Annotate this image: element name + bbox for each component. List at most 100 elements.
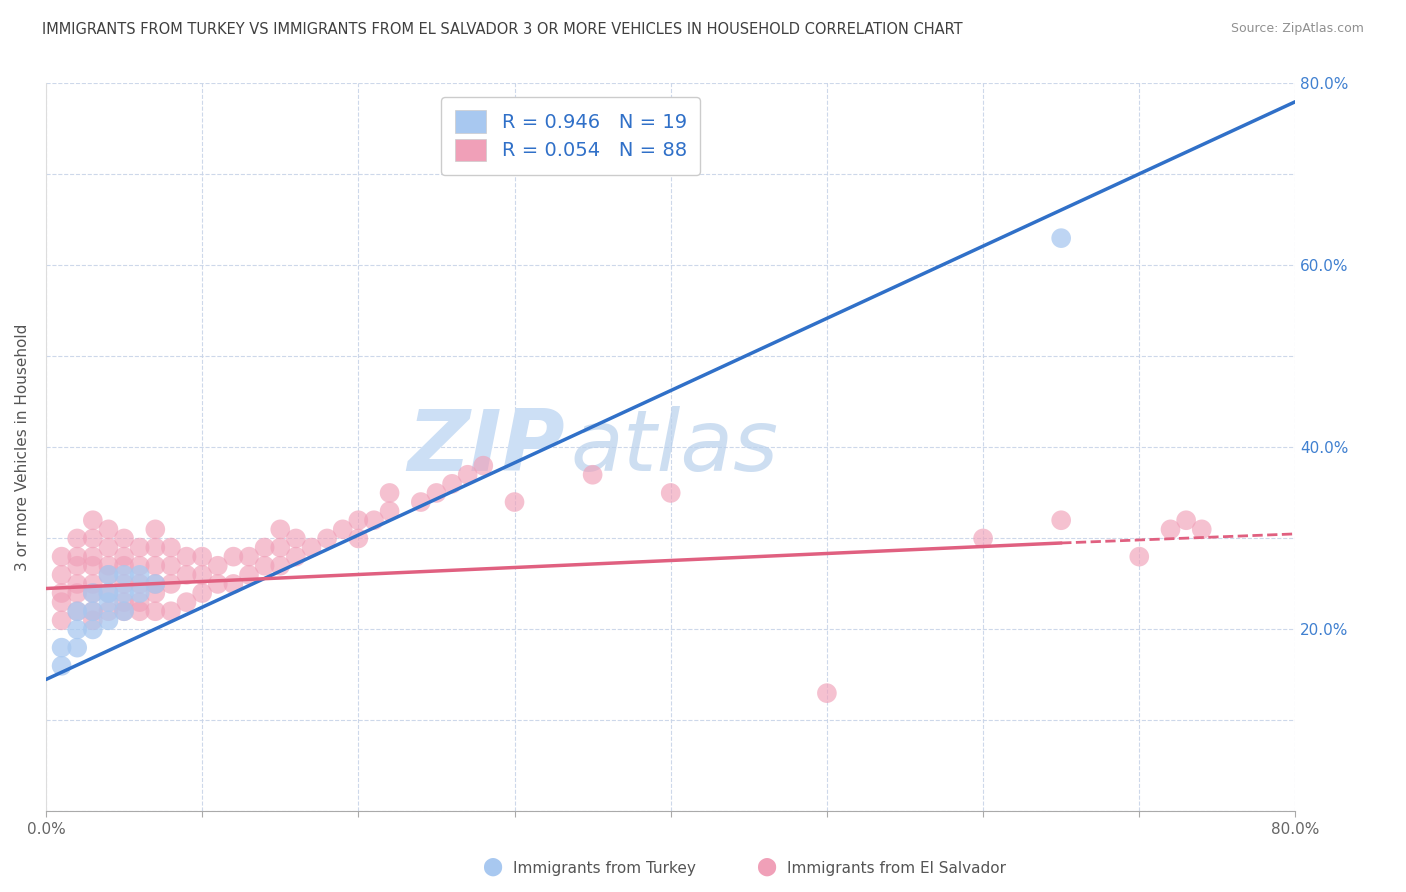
Point [112, 577, 135, 591]
Point [659, 486, 682, 500]
Point [51, 613, 73, 627]
Point [301, 541, 323, 555]
Point [112, 604, 135, 618]
Point [82, 586, 104, 600]
Point [457, 467, 479, 482]
Point [176, 549, 198, 564]
Point [97, 586, 120, 600]
Point [66, 623, 89, 637]
Point [269, 522, 291, 536]
Point [347, 532, 370, 546]
Text: atlas: atlas [571, 406, 779, 489]
Point [51, 586, 73, 600]
Point [316, 532, 339, 546]
Point [363, 513, 385, 527]
Point [66, 549, 89, 564]
Point [253, 558, 276, 573]
Text: IMMIGRANTS FROM TURKEY VS IMMIGRANTS FROM EL SALVADOR 3 OR MORE VEHICLES IN HOUS: IMMIGRANTS FROM TURKEY VS IMMIGRANTS FRO… [42, 22, 963, 37]
Point [472, 458, 495, 473]
Point [1191, 522, 1213, 536]
Point [1050, 513, 1073, 527]
Point [503, 495, 526, 509]
Point [97, 595, 120, 609]
Point [222, 549, 245, 564]
Point [441, 476, 464, 491]
Point [82, 577, 104, 591]
Point [128, 604, 150, 618]
Point [160, 577, 183, 591]
Text: Immigrants from El Salvador: Immigrants from El Salvador [787, 861, 1007, 876]
Point [112, 604, 135, 618]
Point [378, 504, 401, 518]
Point [269, 541, 291, 555]
Point [82, 623, 104, 637]
Point [284, 532, 307, 546]
Point [82, 604, 104, 618]
Point [112, 558, 135, 573]
Point [66, 586, 89, 600]
Text: ⬤: ⬤ [482, 857, 502, 876]
Point [97, 558, 120, 573]
Point [97, 604, 120, 618]
Point [97, 567, 120, 582]
Point [66, 640, 89, 655]
Point [1128, 549, 1150, 564]
Point [128, 577, 150, 591]
Text: Immigrants from Turkey: Immigrants from Turkey [513, 861, 696, 876]
Point [815, 686, 838, 700]
Point [97, 522, 120, 536]
Point [66, 577, 89, 591]
Point [112, 595, 135, 609]
Point [128, 567, 150, 582]
Point [176, 595, 198, 609]
Point [222, 577, 245, 591]
Point [51, 640, 73, 655]
Point [128, 541, 150, 555]
Point [82, 558, 104, 573]
Point [97, 567, 120, 582]
Point [425, 486, 447, 500]
Point [82, 532, 104, 546]
Point [51, 595, 73, 609]
Point [207, 577, 229, 591]
Point [82, 513, 104, 527]
Point [347, 513, 370, 527]
Y-axis label: 3 or more Vehicles in Household: 3 or more Vehicles in Household [15, 324, 30, 571]
Point [207, 558, 229, 573]
Point [143, 522, 166, 536]
Point [66, 532, 89, 546]
Point [143, 604, 166, 618]
Point [269, 558, 291, 573]
Point [128, 595, 150, 609]
Point [191, 567, 214, 582]
Point [972, 532, 994, 546]
Point [238, 567, 260, 582]
Point [112, 567, 135, 582]
Point [191, 586, 214, 600]
Point [112, 532, 135, 546]
Point [97, 613, 120, 627]
Legend: R = 0.946   N = 19, R = 0.054   N = 88: R = 0.946 N = 19, R = 0.054 N = 88 [441, 97, 700, 175]
Point [82, 613, 104, 627]
Point [82, 549, 104, 564]
Point [238, 549, 260, 564]
Point [284, 549, 307, 564]
Point [143, 586, 166, 600]
Point [51, 658, 73, 673]
Point [332, 522, 354, 536]
Text: Source: ZipAtlas.com: Source: ZipAtlas.com [1230, 22, 1364, 36]
Point [160, 604, 183, 618]
Point [143, 577, 166, 591]
Point [143, 541, 166, 555]
Point [51, 567, 73, 582]
Point [143, 577, 166, 591]
Text: ⬤: ⬤ [756, 857, 776, 876]
Point [160, 541, 183, 555]
Point [97, 586, 120, 600]
Point [112, 549, 135, 564]
Point [1160, 522, 1182, 536]
Point [1175, 513, 1198, 527]
Point [66, 558, 89, 573]
Point [1050, 231, 1073, 245]
Point [581, 467, 603, 482]
